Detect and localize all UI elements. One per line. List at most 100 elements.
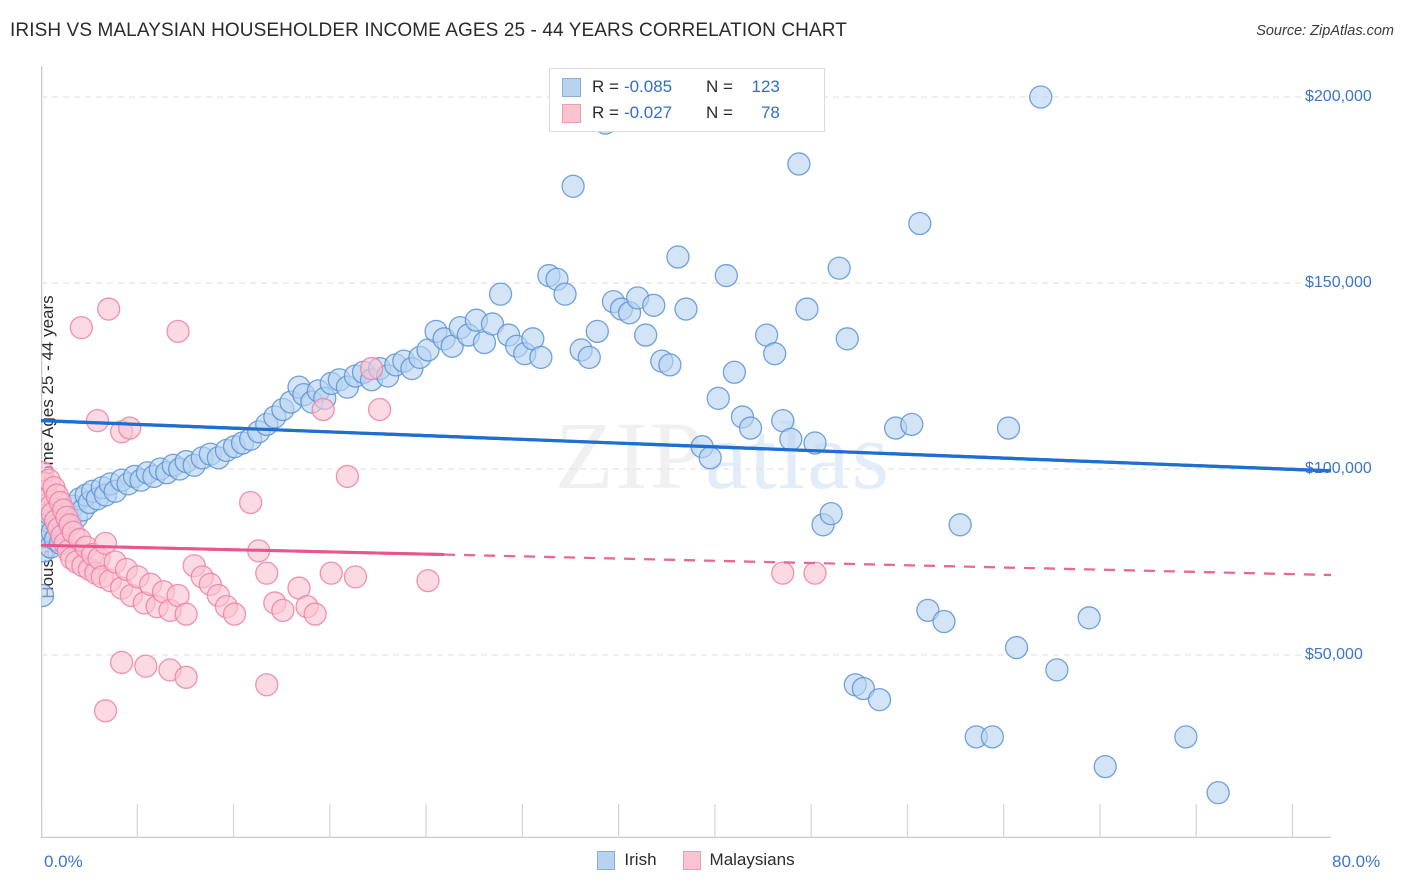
data-point: [706, 386, 730, 410]
data-point: [803, 431, 827, 455]
data-point: [238, 490, 263, 515]
data-point: [69, 315, 93, 340]
data-point: [795, 297, 819, 321]
data-point: [738, 416, 763, 440]
stats-legend-row: R = -0.027 N = 78: [562, 100, 814, 126]
n-value: 78: [760, 103, 780, 122]
data-point: [714, 263, 738, 288]
page-title: IRISH VS MALAYSIAN HOUSEHOLDER INCOME AG…: [10, 20, 847, 41]
n-label: N =: [705, 103, 733, 122]
legend-item-irish[interactable]: Irish: [597, 850, 657, 870]
scatter-plot-svg: [30, 66, 1332, 839]
data-point: [561, 174, 585, 198]
data-point: [166, 319, 190, 344]
y-axis-tick-label: $200,000: [1305, 88, 1372, 105]
data-point: [803, 561, 827, 585]
data-point: [851, 676, 876, 701]
data-point: [134, 654, 158, 678]
data-point: [771, 561, 795, 585]
data-point: [787, 152, 811, 176]
legend-swatch-malaysians-icon: [682, 850, 701, 870]
data-point: [819, 501, 843, 526]
data-point: [722, 360, 747, 384]
data-point: [255, 673, 279, 697]
series-points-malaysians: [30, 297, 827, 723]
data-point: [577, 345, 601, 370]
data-point: [93, 531, 118, 556]
legend-label: Malaysians: [709, 850, 795, 869]
data-point: [932, 609, 956, 634]
data-point: [666, 245, 690, 269]
data-point: [319, 561, 343, 585]
data-point: [916, 598, 940, 623]
data-point: [359, 356, 384, 381]
data-point: [1029, 85, 1053, 109]
data-point: [658, 353, 682, 377]
trendline-malaysians-dashed-overlay: [444, 553, 1332, 577]
data-point: [311, 397, 335, 422]
legend-swatch-malaysians-icon: [562, 103, 581, 123]
data-point: [763, 342, 787, 366]
series-legend: Irish Malaysians: [0, 850, 1406, 870]
trendline-malaysians-overlay: [40, 543, 445, 557]
correlation-stats-legend: R = -0.085 N = 123 R = -0.027 N = 78: [549, 68, 825, 132]
n-value: 123: [751, 77, 780, 96]
data-point: [222, 602, 247, 626]
data-point: [97, 297, 121, 321]
x-axis-tick-label: 0.0%: [44, 852, 83, 871]
legend-label: Irish: [624, 850, 657, 869]
data-point: [585, 319, 609, 344]
data-point: [343, 565, 368, 589]
data-point: [416, 568, 440, 593]
data-point: [642, 293, 666, 317]
data-point: [1206, 780, 1230, 805]
data-point: [1174, 725, 1198, 749]
series-points-irish: [30, 85, 1230, 805]
data-point: [255, 561, 279, 585]
y-axis-tick-label: $150,000: [1305, 274, 1372, 291]
data-point: [1004, 635, 1029, 660]
source-attribution: Source: ZipAtlas.com: [1256, 23, 1394, 39]
data-point: [488, 282, 513, 306]
legend-item-malaysians[interactable]: Malaysians: [682, 850, 795, 870]
data-point: [948, 513, 972, 537]
data-point: [303, 602, 327, 626]
data-point: [174, 665, 198, 689]
x-axis-tick-label: 80.0%: [1332, 852, 1381, 871]
r-value: -0.085: [623, 77, 673, 96]
data-point: [900, 412, 924, 437]
data-point: [1093, 754, 1117, 779]
data-point: [835, 327, 859, 351]
data-point: [674, 297, 698, 321]
y-axis-tick-label: $100,000: [1305, 460, 1372, 477]
data-point: [480, 312, 505, 336]
data-point: [109, 650, 134, 675]
data-point: [634, 323, 658, 347]
legend-swatch-irish-icon: [597, 850, 616, 870]
data-point: [1077, 606, 1101, 630]
data-point: [698, 446, 722, 470]
data-point: [30, 583, 55, 608]
data-point: [996, 416, 1021, 440]
plot-area: [30, 66, 1332, 839]
data-point: [1045, 658, 1069, 682]
data-point: [174, 602, 198, 626]
y-axis-tick-label: $50,000: [1305, 646, 1363, 663]
data-point: [529, 345, 553, 370]
data-point: [908, 211, 932, 236]
data-point: [867, 687, 892, 712]
data-point: [827, 256, 851, 280]
trendline-irish-overlay: [40, 419, 1332, 473]
r-label: R =: [592, 77, 619, 96]
legend-swatch-irish-icon: [562, 77, 581, 97]
r-value: -0.027: [623, 103, 673, 122]
data-point: [980, 725, 1005, 749]
data-point: [779, 427, 803, 451]
data-point: [367, 397, 392, 422]
data-point: [335, 464, 360, 489]
data-point: [553, 282, 577, 306]
stats-legend-row: R = -0.085 N = 123: [562, 74, 814, 100]
r-label: R =: [592, 103, 619, 122]
data-point: [271, 598, 295, 623]
